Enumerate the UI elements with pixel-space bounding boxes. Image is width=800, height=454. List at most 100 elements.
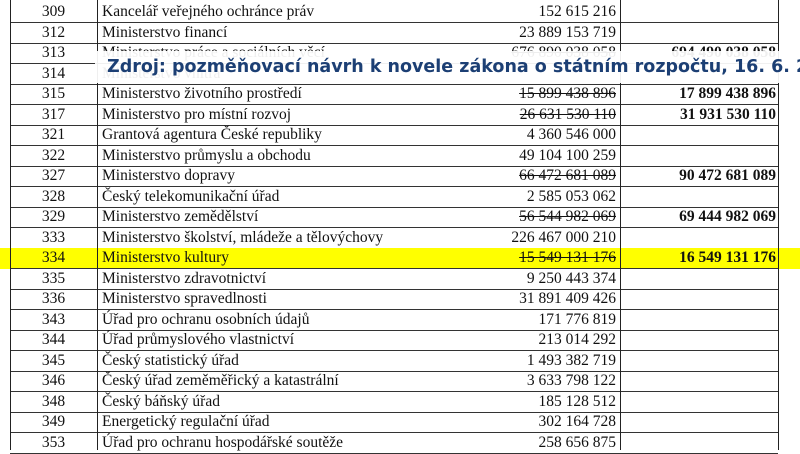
table-row: 315 Ministerstvo životního prostředí 15 89… — [0, 84, 800, 105]
chapter-name: Energetický regulační úřad — [102, 413, 270, 430]
table-row: 353 Úřad pro ochranu hospodářské soutěže 2… — [0, 433, 800, 454]
chapter-name: Úřad pro ochranu osobních údajů — [102, 310, 310, 328]
row-divider — [10, 370, 778, 372]
amended-amount: 17 899 438 896 — [679, 85, 776, 102]
chapter-name: Ministerstvo financí — [102, 23, 228, 41]
chapter-name: Ministerstvo kultury — [102, 249, 230, 266]
original-amount-struck: 26 631 530 110 — [519, 105, 616, 123]
row-divider — [10, 329, 778, 331]
row-divider — [10, 22, 778, 23]
chapter-name: Úřad průmyslového vlastnictví — [102, 331, 294, 348]
chapter-number: 345 — [41, 351, 66, 369]
row-divider — [10, 186, 778, 187]
table-row: 328 Český telekomunikační úřad 2 585 053 0… — [0, 187, 800, 208]
row-divider — [10, 411, 778, 413]
chapter-name: Ministerstvo životního prostředí — [102, 85, 302, 102]
original-amount: 1 493 382 719 — [526, 351, 616, 369]
original-amount: 213 014 292 — [538, 331, 617, 348]
table-row: 343 Úřad pro ochranu osobních údajů 171 77… — [0, 310, 800, 331]
chapter-number: 315 — [41, 85, 66, 102]
amended-amount: 16 549 131 176 — [679, 249, 776, 266]
original-amount: 3 633 798 122 — [526, 372, 616, 389]
column-divider-number — [97, 0, 98, 450]
chapter-name: Český telekomunikační úřad — [102, 187, 280, 205]
row-divider — [10, 227, 778, 228]
chapter-name: Ministerstvo dopravy — [102, 167, 236, 184]
chapter-number: 349 — [41, 413, 66, 430]
original-amount: 226 467 000 210 — [511, 228, 616, 246]
chapter-name: Ministerstvo průmyslu a obchodu — [102, 146, 311, 164]
row-divider — [10, 124, 778, 126]
row-divider — [10, 432, 778, 433]
table-row: 322 Ministerstvo průmyslu a obchodu 49 104… — [0, 146, 800, 167]
row-divider — [10, 288, 778, 290]
row-divider — [10, 452, 778, 454]
chapter-number: 314 — [41, 64, 66, 82]
chapter-name: Úřad pro ochranu hospodářské soutěže — [102, 433, 344, 451]
original-amount: 4 360 546 000 — [526, 126, 616, 143]
chapter-number: 313 — [41, 44, 66, 61]
original-amount: 302 164 728 — [538, 413, 617, 430]
table-row: 309 Kancelář veřejného ochránce práv 152 6… — [0, 2, 800, 23]
chapter-name: Český statistický úřad — [102, 351, 239, 369]
chapter-number: 322 — [41, 146, 66, 164]
row-divider — [10, 42, 778, 44]
original-amount: 23 889 153 719 — [519, 23, 616, 41]
chapter-name: Grantová agentura České republiky — [102, 126, 322, 143]
row-divider — [10, 268, 778, 269]
chapter-name: Ministerstvo pro místní rozvoj — [102, 105, 292, 123]
chapter-name: Ministerstvo zemědělství — [102, 208, 259, 225]
table-row: 335 Ministerstvo zdravotnictví 9 250 443 3… — [0, 269, 800, 290]
table-row: 348 Český báňský úřad 185 128 512 — [0, 392, 800, 413]
table-row: 344 Úřad průmyslového vlastnictví 213 014 … — [0, 330, 800, 351]
original-amount-struck: 66 472 681 089 — [519, 167, 616, 184]
chapter-number: 309 — [41, 3, 66, 20]
chapter-name: Kancelář veřejného ochránce práv — [102, 3, 315, 20]
table-row: 336 Ministerstvo spravedlnosti 31 891 409 … — [0, 289, 800, 310]
original-amount: 185 128 512 — [538, 392, 617, 410]
original-amount: 171 776 819 — [538, 310, 617, 328]
column-divider-new-amount — [778, 0, 779, 450]
amended-amount: 69 444 982 069 — [679, 208, 776, 225]
amended-amount: 31 931 530 110 — [679, 105, 776, 123]
source-caption: Zdroj: pozměňovací návrh k novele zákona… — [95, 51, 800, 83]
chapter-number: 329 — [41, 208, 66, 225]
amended-amount: 90 472 681 089 — [679, 167, 776, 184]
table-row: 345 Český statistický úřad 1 493 382 719 — [0, 351, 800, 372]
row-divider — [10, 309, 778, 310]
original-amount-struck: 15 549 131 176 — [519, 249, 616, 266]
chapter-number: 321 — [41, 126, 66, 143]
chapter-number: 312 — [41, 23, 66, 41]
chapter-name: Ministerstvo spravedlnosti — [102, 290, 267, 307]
chapter-number: 344 — [41, 331, 66, 348]
row-divider — [10, 350, 778, 351]
chapter-number: 348 — [41, 392, 66, 410]
row-divider — [10, 83, 778, 85]
chapter-name: Český báňský úřad — [102, 392, 220, 410]
chapter-number: 327 — [41, 167, 66, 184]
original-amount: 258 656 875 — [538, 433, 617, 451]
row-divider — [10, 165, 778, 167]
chapter-number: 336 — [41, 290, 66, 307]
row-divider — [10, 104, 778, 105]
original-amount: 152 615 216 — [538, 3, 617, 20]
chapter-name: Český úřad zeměměřický a katastrální — [102, 372, 339, 389]
chapter-name: Ministerstvo zdravotnictví — [102, 269, 267, 287]
chapter-number: 343 — [41, 310, 66, 328]
chapter-name: Ministerstvo školství, mládeže a tělovýc… — [102, 228, 384, 246]
table-border-left — [10, 0, 11, 450]
table-row: 317 Ministerstvo pro místní rozvoj 26 631 … — [0, 105, 800, 126]
table-row: 333 Ministerstvo školství, mládeže a tělo… — [0, 228, 800, 249]
chapter-number: 346 — [41, 372, 66, 389]
chapter-number: 317 — [41, 105, 66, 123]
table-row: 346 Český úřad zeměměřický a katastrální 3… — [0, 371, 800, 392]
table-row: 321 Grantová agentura České republiky 4 36… — [0, 125, 800, 146]
row-divider — [10, 391, 778, 392]
table-row: 334 Ministerstvo kultury 15 549 131 176 16 … — [0, 248, 800, 269]
original-amount-struck: 56 544 982 069 — [519, 208, 616, 225]
chapter-number: 333 — [41, 228, 66, 246]
original-amount-struck: 15 899 438 896 — [519, 85, 616, 102]
original-amount: 9 250 443 374 — [526, 269, 616, 287]
row-divider — [10, 206, 778, 208]
